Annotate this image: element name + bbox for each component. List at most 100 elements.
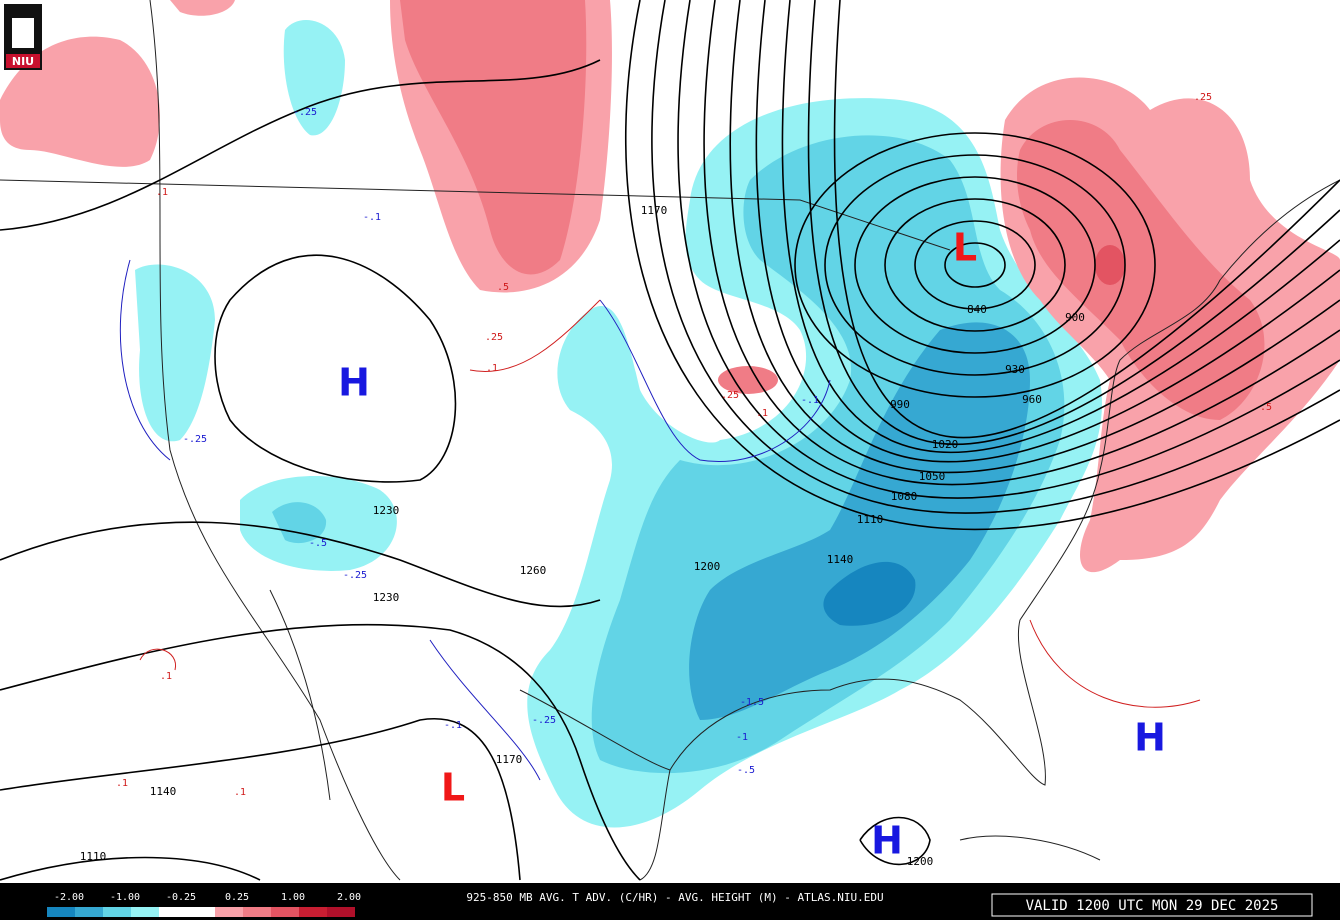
coastline — [519, 179, 1340, 786]
advection-label: .5 — [497, 282, 509, 293]
height-label: 1110 — [857, 513, 884, 526]
shaded-area — [718, 366, 778, 394]
shaded-area — [1095, 245, 1125, 285]
height-label: 1170 — [641, 204, 668, 217]
height-contour — [833, 0, 1340, 439]
colorbar-swatch — [243, 907, 271, 917]
colorbar-swatch — [75, 907, 103, 917]
advection-label: .25 — [721, 390, 739, 401]
shaded-area — [689, 322, 1030, 720]
height-label: 1200 — [694, 560, 721, 573]
advection-contour — [429, 639, 541, 781]
advection-label: -.5 — [309, 538, 327, 549]
shaded-area — [283, 20, 345, 136]
valid-box — [991, 893, 1313, 917]
colorbar-swatch — [215, 907, 243, 917]
colorbar-swatch — [299, 907, 327, 917]
advection-label: .1 — [486, 363, 498, 374]
shaded-area — [135, 264, 215, 442]
pressure-center: H — [871, 819, 903, 863]
advection-label: -.5 — [737, 765, 755, 776]
advection-label: -.25 — [532, 715, 556, 726]
pressure-center: H — [338, 361, 370, 405]
height-contour — [0, 718, 521, 881]
height-label: 990 — [890, 398, 910, 411]
colorbar-swatch — [327, 907, 355, 917]
advection-contour — [139, 648, 176, 671]
height-contour — [0, 623, 641, 881]
height-label: 1230 — [373, 591, 400, 604]
height-label: 1110 — [80, 850, 107, 863]
shaded-area — [272, 502, 327, 544]
footer-title: 925-850 MB AVG. T ADV. (C/HR) - AVG. HEI… — [466, 891, 883, 904]
advection-label: .25 — [485, 332, 503, 343]
coastline — [639, 769, 671, 881]
advection-label: -.1 — [801, 395, 819, 406]
height-contour — [703, 0, 1340, 486]
height-contour — [651, 0, 1340, 514]
shaded-area — [1017, 120, 1265, 420]
advection-label: -1 — [736, 732, 748, 743]
coastline — [959, 835, 1101, 861]
height-label: 1020 — [932, 438, 959, 451]
colorbar-label: -0.25 — [166, 892, 196, 903]
logo-text: NIU — [12, 55, 34, 68]
colorbar-swatch — [131, 907, 159, 917]
advection-label: .25 — [1194, 92, 1212, 103]
height-label: 1080 — [891, 490, 918, 503]
colorbar-swatch — [47, 907, 75, 917]
height-contour — [0, 521, 601, 608]
colorbar-swatch — [271, 907, 299, 917]
advection-label: .1 — [756, 408, 768, 419]
shaded-area — [823, 561, 916, 626]
height-contour — [794, 132, 1156, 398]
valid-time: VALID 1200 UTC MON 29 DEC 2025 — [1026, 898, 1279, 914]
advection-label: -.1 — [444, 720, 462, 731]
height-label: 1170 — [496, 753, 523, 766]
pressure-center: L — [441, 766, 465, 810]
height-contour — [824, 154, 1126, 376]
advection-label: -.25 — [293, 107, 317, 118]
height-label: 1050 — [919, 470, 946, 483]
advection-label: .5 — [1260, 402, 1272, 413]
logo-band — [6, 54, 40, 68]
height-contour — [859, 816, 931, 866]
height-label: 960 — [1022, 393, 1042, 406]
advection-contour — [1029, 619, 1201, 708]
height-contour — [781, 0, 1340, 454]
advection-label: .1 — [116, 778, 128, 789]
height-contour — [214, 254, 457, 483]
height-label: 1200 — [907, 855, 934, 868]
colorbar-label: 0.25 — [225, 892, 249, 903]
advection-contour — [119, 259, 171, 461]
coastline — [269, 589, 331, 801]
advection-label: -.25 — [183, 434, 207, 445]
height-contour — [625, 0, 1340, 531]
advection-contour — [599, 299, 831, 462]
shaded-area — [170, 0, 235, 16]
height-label: 1140 — [827, 553, 854, 566]
advection-label: -.25 — [343, 570, 367, 581]
advection-label: .1 — [160, 671, 172, 682]
advection-label: .1 — [156, 187, 168, 198]
height-label: 1140 — [150, 785, 177, 798]
height-label: 840 — [967, 303, 987, 316]
logo-tower — [12, 18, 34, 48]
height-contour — [944, 242, 1006, 288]
pressure-center: L — [953, 226, 977, 270]
colorbar-swatch — [103, 907, 131, 917]
advection-label: .1 — [234, 787, 246, 798]
height-contour — [0, 59, 601, 231]
colorbar-label: -2.00 — [54, 892, 84, 903]
advection-contour — [469, 299, 601, 372]
advection-label: -1.5 — [740, 697, 764, 708]
colorbar-label: -1.00 — [110, 892, 140, 903]
height-contour — [677, 0, 1340, 499]
height-label: 900 — [1065, 311, 1085, 324]
height-label: 930 — [1005, 363, 1025, 376]
height-contour — [729, 0, 1340, 474]
height-contour — [755, 0, 1340, 463]
colorbar-swatch — [159, 907, 187, 917]
